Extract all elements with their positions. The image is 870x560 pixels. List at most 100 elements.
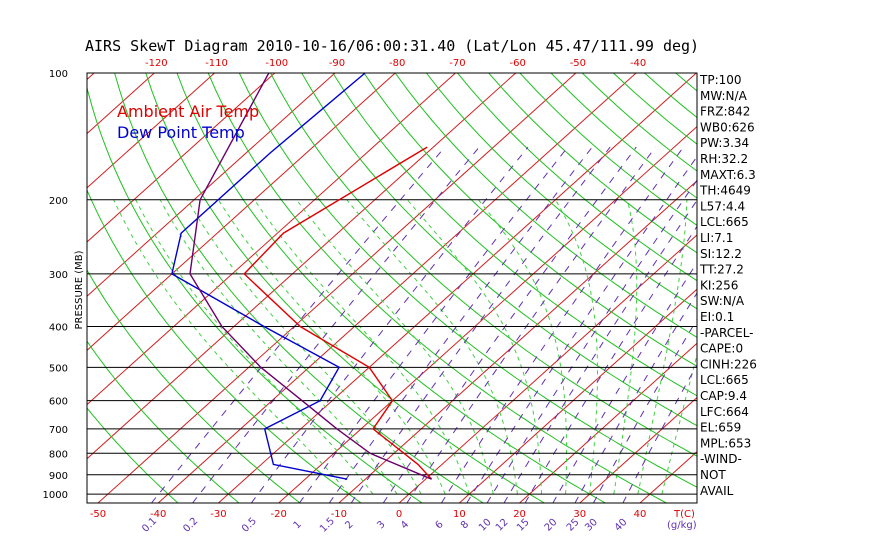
side-panel-item: EL:659	[700, 421, 741, 435]
dry-adiabat-line	[87, 340, 240, 503]
dry-adiabat-line	[394, 73, 697, 338]
side-panel-item: SW:N/A	[700, 294, 745, 308]
bottom-temp-label: -50	[90, 509, 106, 520]
bottom-temp-label: 10	[453, 509, 466, 520]
dry-adiabat-line	[87, 407, 179, 503]
pressure-tick-label: 600	[49, 397, 68, 408]
moist-adiabat-line	[555, 199, 598, 495]
top-temp-label: -90	[329, 58, 345, 69]
isotherm-line	[87, 73, 215, 189]
pressure-tick-label: 500	[49, 363, 68, 374]
pressure-tick-label: 100	[49, 69, 68, 80]
series-line-2	[189, 73, 432, 480]
mixing-ratio-label: 20	[543, 517, 560, 534]
mixing-ratio-unit: (g/kg)	[667, 520, 697, 531]
moist-adiabat-line	[135, 199, 374, 495]
dry-adiabat-line	[800, 73, 870, 503]
side-panel-item: L57:4.4	[700, 199, 745, 213]
legend-dew-point: Dew Point Temp	[117, 123, 245, 142]
top-temp-label: -70	[449, 58, 465, 69]
side-panel-item: EI:0.1	[700, 310, 734, 324]
y-axis-label: PRESSURE (MB)	[74, 250, 85, 329]
moist-adiabat-line	[217, 199, 446, 495]
moist-adiabat-line	[406, 199, 542, 495]
side-panel-item: TH:4649	[699, 184, 751, 198]
side-panel-item: PW:3.34	[700, 136, 749, 150]
moist-adiabat-line	[113, 199, 350, 495]
isotherm-line	[87, 73, 396, 352]
pressure-tick-label: 1000	[43, 490, 68, 501]
isotherm-line	[278, 125, 697, 503]
bottom-temp-label: 40	[634, 509, 647, 520]
side-panel-item: CAP:9.4	[700, 389, 747, 403]
side-panel-item: AVAIL	[700, 484, 734, 498]
mixing-ratio-label: 8	[459, 519, 471, 531]
top-temp-label: -120	[145, 58, 168, 69]
dry-adiabat-line	[738, 73, 870, 503]
side-panel-item: SI:12.2	[700, 247, 742, 261]
dry-adiabat-line	[207, 73, 667, 503]
dry-adiabat-line	[238, 73, 697, 488]
side-panel-item: KI:256	[700, 278, 738, 292]
mixing-ratio-label: 3	[375, 519, 387, 531]
side-panel-item: CINH:226	[700, 357, 757, 371]
temp-unit-label: T(C)	[673, 509, 695, 520]
mixing-ratio-label: 0.5	[240, 516, 259, 535]
bottom-temp-label: -30	[210, 509, 226, 520]
bottom-temp-label: -20	[270, 509, 286, 520]
isotherm-line	[398, 234, 697, 503]
mixing-ratio-line	[574, 292, 697, 503]
dry-adiabat-line	[176, 73, 606, 503]
isotherm-line	[519, 342, 697, 503]
dry-adiabat-line	[87, 269, 301, 503]
top-temp-label: -60	[509, 58, 525, 69]
isotherm-line	[760, 73, 870, 503]
moist-adiabat-line	[478, 199, 567, 495]
series-line-1	[171, 73, 366, 480]
dry-adiabat-line	[644, 73, 697, 119]
side-panel-item: MPL:653	[700, 436, 751, 450]
pressure-tick-label: 300	[49, 270, 68, 281]
pressure-tick-label: 400	[49, 323, 68, 334]
bottom-temp-label: 20	[513, 509, 526, 520]
isotherm-line	[639, 451, 697, 503]
isotherm-line	[87, 73, 336, 297]
chart-title: AIRS SkewT Diagram 2010-10-16/06:00:31.4…	[85, 37, 699, 55]
side-panel-item: TP:100	[699, 73, 742, 87]
dry-adiabat-line	[519, 73, 697, 226]
isotherm-line	[87, 73, 517, 460]
isotherm-line	[87, 73, 276, 243]
dry-adiabat-line	[145, 73, 545, 503]
side-panel-item: RH:32.2	[700, 152, 748, 166]
plot-frame	[86, 72, 698, 504]
pressure-tick-label: 800	[49, 449, 68, 460]
mixing-ratio-line	[440, 146, 684, 503]
dry-adiabat-line	[363, 73, 697, 367]
top-temp-label: -80	[389, 58, 405, 69]
top-temp-label: -50	[570, 58, 586, 69]
dry-adiabat-line	[332, 73, 697, 397]
bottom-temp-label: -10	[331, 509, 347, 520]
side-panel-item: MAXT:6.3	[700, 168, 756, 182]
mixing-ratio-label: 10	[477, 517, 494, 534]
moist-adiabat-line	[637, 199, 688, 495]
mixing-ratio-label: 40	[613, 517, 630, 534]
side-panel-item: NOT	[700, 468, 726, 482]
grid-layer	[87, 73, 870, 503]
side-panel-item: LCL:665	[700, 373, 749, 387]
mixing-ratio-label: 4	[399, 519, 411, 531]
mixing-ratio-label: 1	[292, 519, 304, 531]
top-temp-label: -40	[630, 58, 646, 69]
series-layer	[171, 73, 433, 480]
side-panel-item: FRZ:842	[700, 105, 750, 119]
bottom-temp-label: -40	[150, 509, 166, 520]
bottom-temp-label: 0	[396, 509, 402, 520]
mixing-ratio-label: 2	[343, 519, 355, 531]
pressure-tick-label: 900	[49, 471, 68, 482]
dry-adiabat-line	[301, 73, 697, 427]
pressure-tick-label: 200	[49, 196, 68, 207]
mixing-ratio-label: 0.2	[181, 516, 200, 535]
dry-adiabat-line	[114, 73, 484, 503]
